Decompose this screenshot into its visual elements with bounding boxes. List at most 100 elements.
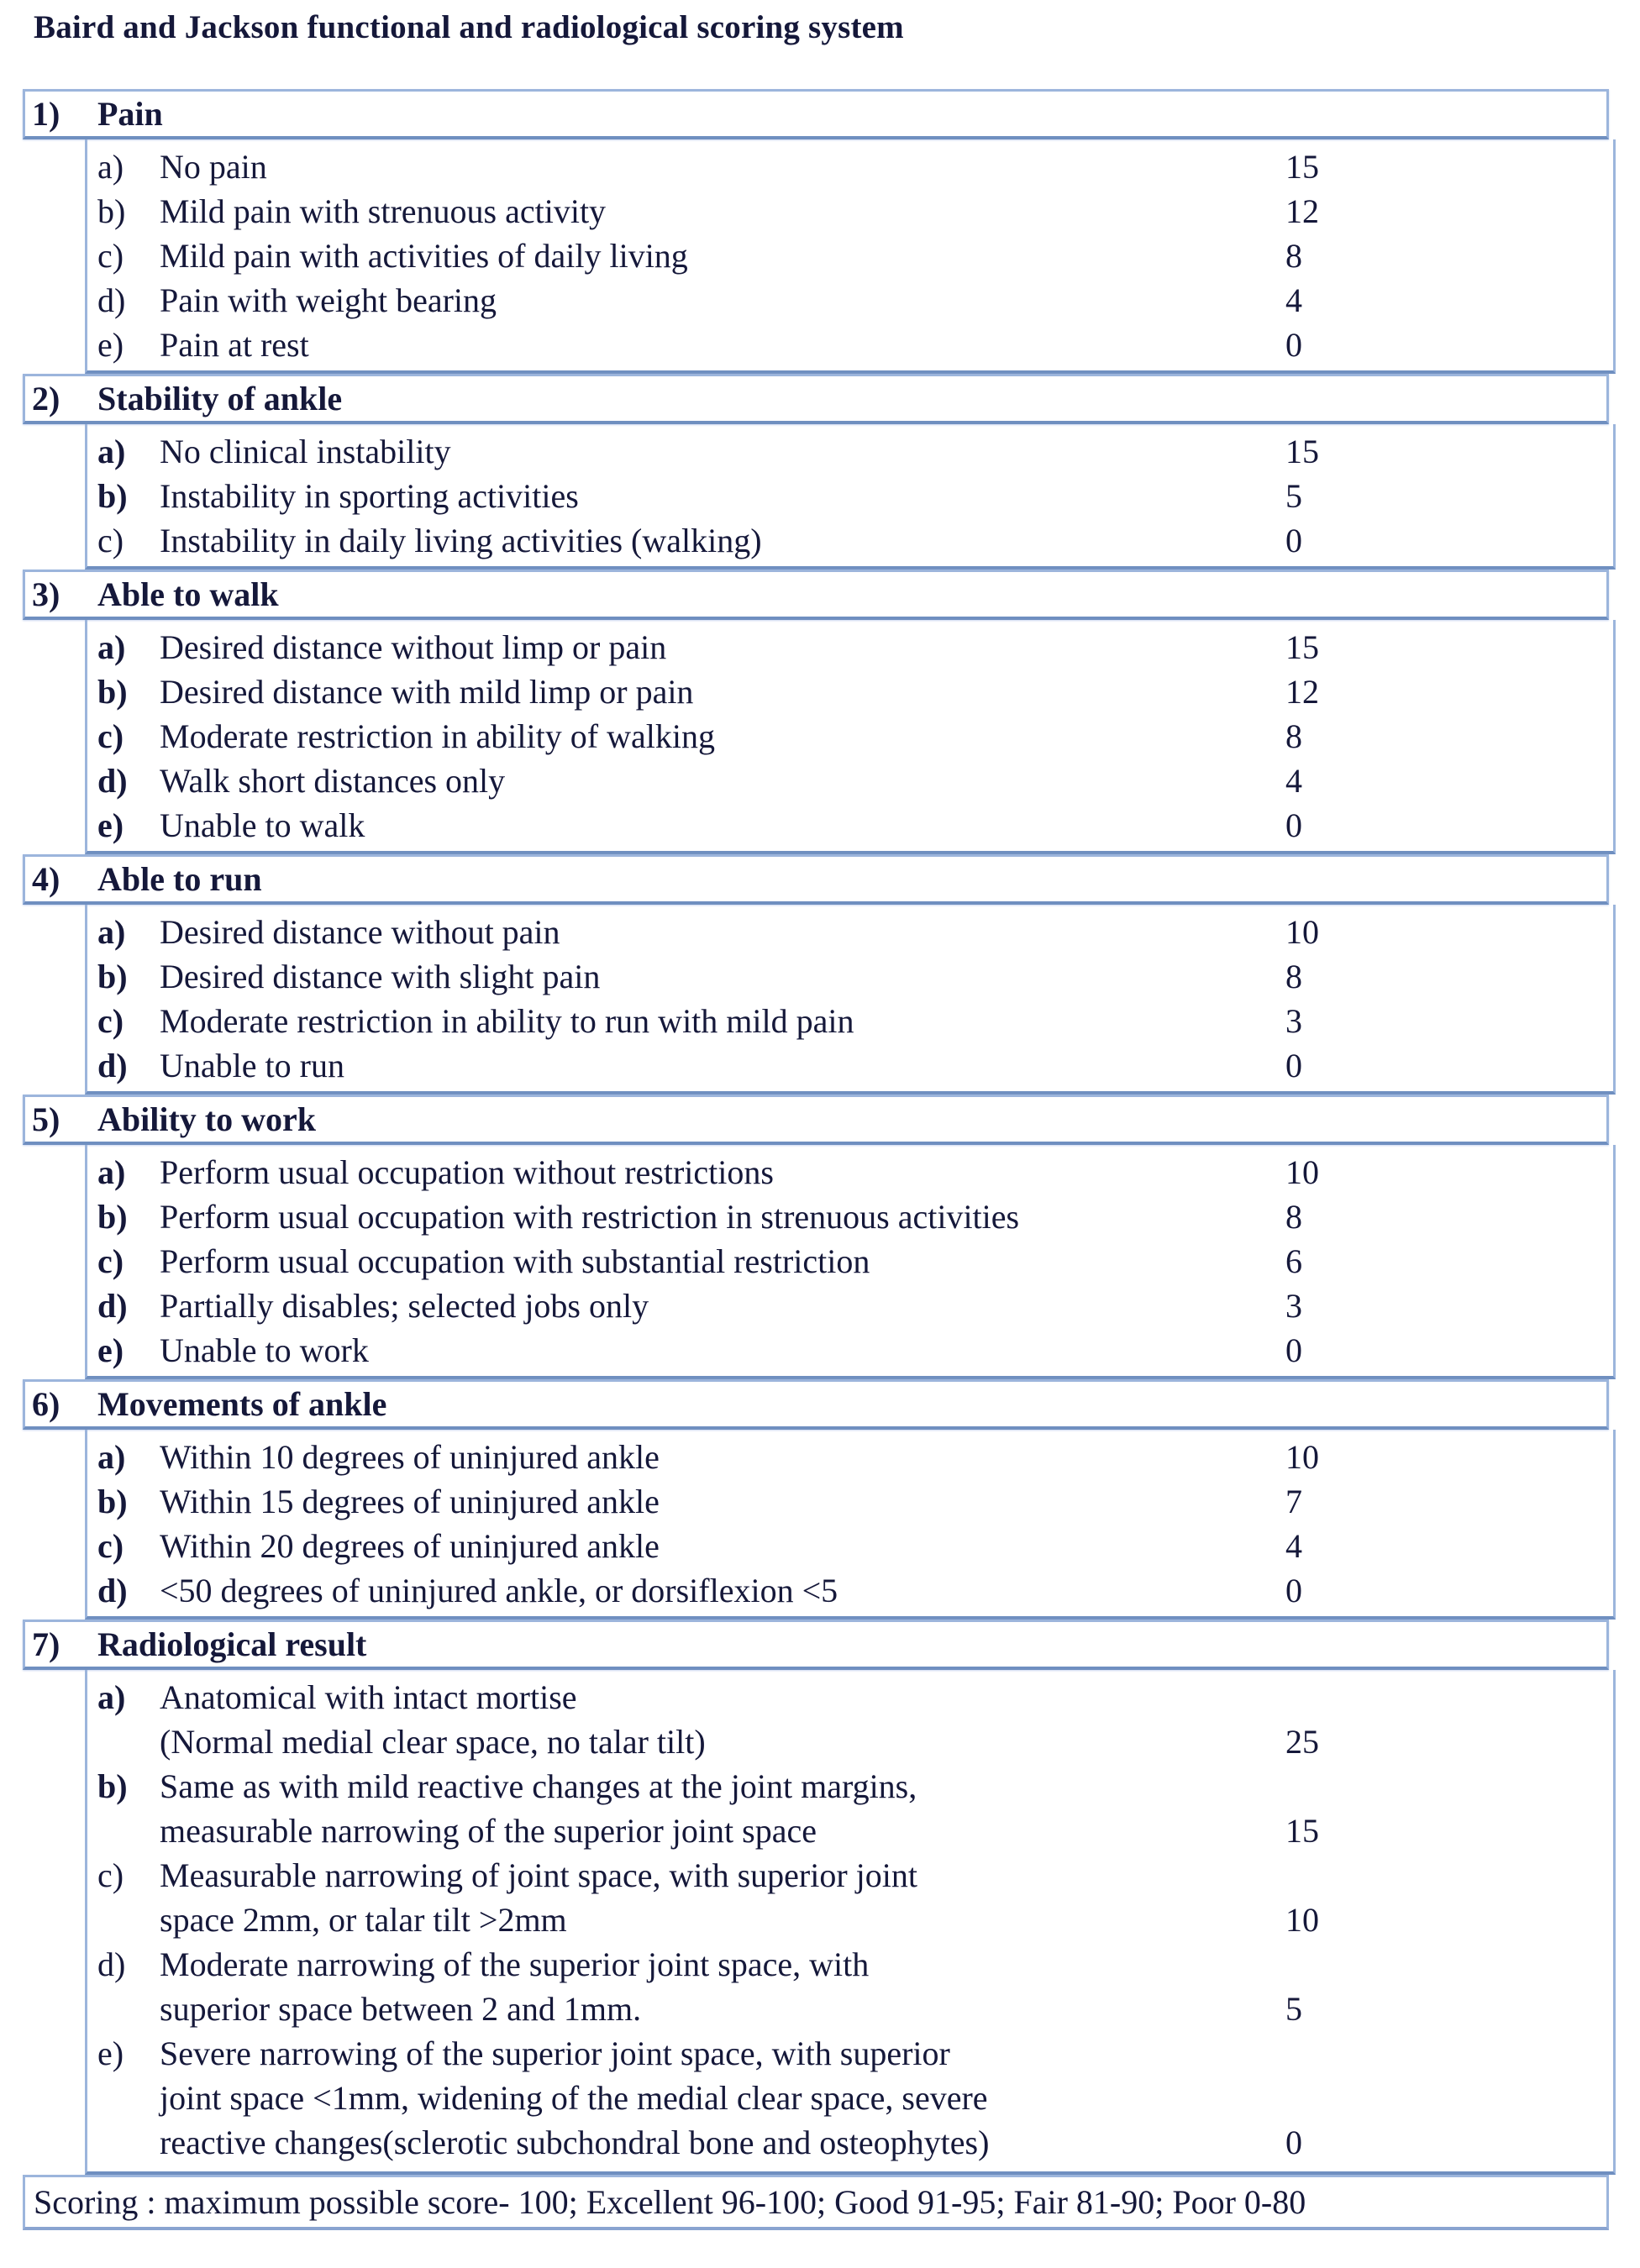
item-letter: c) [97,522,124,559]
item-text: Same as with mild reactive changes at th… [160,1764,1285,1853]
section-number: 2) [32,380,60,417]
item-text: Unable to work [160,1331,369,1369]
scoring-summary: Scoring : maximum possible score- 100; E… [23,2175,1609,2230]
item-text-line: space 2mm, or talar tilt >2mm [160,1901,567,1939]
item-score: 15 [1285,628,1319,666]
item-text-line: superior space between 2 and 1mm. [160,1990,642,2028]
item-text: Perform usual occupation with substantia… [160,1242,870,1280]
item-text: Anatomical with intact mortise (Normal me… [160,1675,1285,1764]
item-text: Unable to walk [160,806,365,844]
section-items: a) Perform usual occupation without restr… [85,1145,1616,1379]
item-text: Measurable narrowing of joint space, wit… [160,1853,1285,1942]
list-item: c) Mild pain with activities of daily liv… [87,234,1613,278]
section-title: Stability of ankle [97,380,343,417]
item-score: 5 [1285,477,1302,515]
list-item: c) Measurable narrowing of joint space, w… [87,1853,1613,1942]
section-header: 6) Movements of ankle [23,1379,1609,1430]
item-score: 12 [1285,192,1319,230]
item-letter: a) [97,1678,126,1716]
item-letter: d) [97,1572,128,1609]
section-items: a) No clinical instability 15 b) Instability… [85,424,1616,570]
item-letter: d) [97,281,126,319]
item-letter: c) [97,717,124,755]
list-item: d) Pain with weight bearing 4 [87,278,1613,323]
item-score: 0 [1285,522,1302,559]
table-title: Baird and Jackson functional and radiolo… [34,9,904,45]
section-title: Able to walk [97,575,279,613]
item-score: 5 [1285,1990,1302,2028]
item-text: Desired distance with mild limp or pain [160,673,694,711]
item-score: 0 [1285,1047,1302,1084]
section-title: Ability to work [97,1100,316,1138]
section-title: Movements of ankle [97,1385,387,1423]
list-item: a) Anatomical with intact mortise (Normal … [87,1675,1613,1764]
item-text: Unable to run [160,1047,344,1084]
item-letter: b) [97,1198,128,1236]
item-letter: a) [97,1438,126,1476]
list-item: b) Desired distance with slight pain 8 [87,954,1613,999]
item-text-line: (Normal medial clear space, no talar til… [160,1723,706,1761]
list-item: c) Moderate restriction in ability of wal… [87,714,1613,759]
item-text: Partially disables; selected jobs only [160,1287,649,1325]
item-text: Within 10 degrees of uninjured ankle [160,1438,660,1476]
item-letter: c) [97,1002,124,1040]
item-score: 8 [1285,1198,1302,1236]
item-letter: b) [97,673,128,711]
item-score: 0 [1285,806,1302,844]
scoring-table: 1) Pain a) No pain 15 b) Mild pain with strenu… [23,89,1616,2230]
item-letter: e) [97,326,124,364]
item-letter: d) [97,1945,126,1983]
list-item: e) Pain at rest 0 [87,323,1613,367]
item-text: Desired distance without limp or pain [160,628,667,666]
item-text-line: Measurable narrowing of joint space, wit… [160,1856,917,1894]
list-item: a) Desired distance without pain 10 [87,910,1613,954]
item-letter: b) [97,477,128,515]
list-item: b) Desired distance with mild limp or pai… [87,669,1613,714]
section-number: 3) [32,575,60,613]
item-letter: d) [97,1287,128,1325]
section-number: 4) [32,860,60,898]
item-score: 0 [1285,2124,1302,2161]
item-letter: a) [97,433,126,470]
list-item: b) Instability in sporting activities 5 [87,474,1613,518]
item-score: 10 [1285,913,1319,951]
list-item: b) Within 15 degrees of uninjured ankle 7 [87,1479,1613,1524]
item-letter: b) [97,1483,128,1520]
item-text: Perform usual occupation without restric… [160,1153,774,1191]
section-header: 5) Ability to work [23,1095,1609,1145]
section-number: 6) [32,1385,60,1423]
item-text: <50 degrees of uninjured ankle, or dorsi… [160,1572,838,1609]
item-text: Moderate narrowing of the superior joint… [160,1942,1285,2031]
list-item: b) Perform usual occupation with restrict… [87,1194,1613,1239]
list-item: a) Within 10 degrees of uninjured ankle 10 [87,1435,1613,1479]
section-items: a) Within 10 degrees of uninjured ankle 10… [85,1430,1616,1620]
item-text: Within 20 degrees of uninjured ankle [160,1527,660,1565]
item-text: Desired distance with slight pain [160,958,601,995]
item-letter: b) [97,1767,128,1805]
item-text: Instability in sporting activities [160,477,579,515]
item-score: 0 [1285,326,1302,364]
item-text: Perform usual occupation with restrictio… [160,1198,1020,1236]
section-header: 4) Able to run [23,854,1609,905]
list-item: c) Perform usual occupation with substant… [87,1239,1613,1284]
item-letter: a) [97,1153,126,1191]
item-letter: c) [97,237,124,275]
list-item: d) Unable to run 0 [87,1043,1613,1088]
item-score: 8 [1285,717,1302,755]
list-item: a) No pain 15 [87,144,1613,189]
item-text: Moderate restriction in ability to run w… [160,1002,854,1040]
item-text-line: Same as with mild reactive changes at th… [160,1767,917,1805]
item-letter: c) [97,1527,124,1565]
list-item: e) Unable to work 0 [87,1328,1613,1373]
item-text: Instability in daily living activities (… [160,522,762,559]
list-item: a) Desired distance without limp or pain 1… [87,625,1613,669]
item-score: 12 [1285,673,1319,711]
item-letter: b) [97,958,128,995]
item-score: 3 [1285,1287,1302,1325]
item-text-line: reactive changes(sclerotic subchondral b… [160,2124,990,2161]
item-score: 15 [1285,1812,1319,1850]
item-letter: a) [97,913,126,951]
item-text: Desired distance without pain [160,913,560,951]
list-item: d) <50 degrees of uninjured ankle, or dor… [87,1568,1613,1613]
section-number: 7) [32,1625,60,1663]
